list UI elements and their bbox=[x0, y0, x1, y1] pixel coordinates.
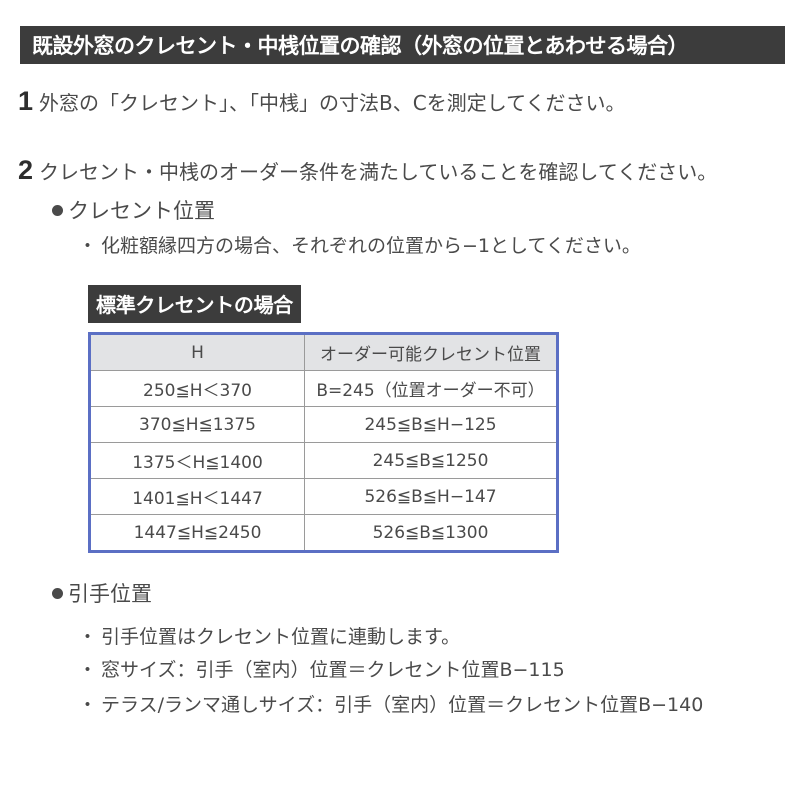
table-row: 250≦H＜370 B=245（位置オーダー不可） bbox=[89, 370, 558, 407]
filled-circle-icon bbox=[52, 204, 63, 216]
cell-orderable-position: 526≦B≦1300 bbox=[304, 514, 558, 552]
crescent-position-table: H オーダー可能クレセント位置 250≦H＜370 B=245（位置オーダー不可… bbox=[88, 332, 559, 553]
bullet-marker-icon: ・ bbox=[78, 626, 98, 648]
bullet-handle-position: 引手位置 bbox=[52, 578, 152, 608]
bullet-label: 引手位置 bbox=[68, 582, 152, 606]
bullet-marker-icon: ・ bbox=[78, 694, 98, 716]
bullet-marker-icon: ・ bbox=[78, 659, 98, 681]
column-header-orderable-position: オーダー可能クレセント位置 bbox=[304, 333, 558, 371]
cell-orderable-position: 526≦B≦H−147 bbox=[304, 478, 558, 515]
note-handle-linked: ・ 引手位置はクレセント位置に連動します。 bbox=[78, 622, 460, 649]
step-item-2: 2 クレセント・中桟のオーダー条件を満たしていることを確認してください。 bbox=[18, 155, 718, 185]
page-title: 既設外窓のクレセント・中桟位置の確認（外窓の位置とあわせる場合） bbox=[32, 34, 689, 58]
step-number: 2 bbox=[18, 155, 34, 185]
step-number: 1 bbox=[18, 86, 34, 116]
column-header-h: H bbox=[89, 333, 305, 371]
cell-h-range: 370≦H≦1375 bbox=[89, 406, 305, 443]
bullet-label: クレセント位置 bbox=[68, 199, 215, 223]
step-text: クレセント・中桟のオーダー条件を満たしていることを確認してください。 bbox=[39, 160, 718, 184]
bullet-marker-icon: ・ bbox=[78, 235, 98, 257]
cell-h-range: 1401≦H＜1447 bbox=[89, 478, 305, 515]
cell-h-range: 1447≦H≦2450 bbox=[89, 514, 305, 552]
note-window-size: ・ 窓サイズ：引手（室内）位置＝クレセント位置B−115 bbox=[78, 655, 565, 682]
page-title-bar: 既設外窓のクレセント・中桟位置の確認（外窓の位置とあわせる場合） bbox=[20, 26, 785, 64]
step-text: 外窓の「クレセント」、「中桟」の寸法B、Cを測定してください。 bbox=[39, 91, 626, 115]
bullet-crescent-position: クレセント位置 bbox=[52, 195, 215, 225]
table-row: 1401≦H＜1447 526≦B≦H−147 bbox=[89, 478, 558, 515]
table-header-row: H オーダー可能クレセント位置 bbox=[89, 333, 558, 371]
note-text: テラス/ランマ通しサイズ：引手（室内）位置＝クレセント位置B−140 bbox=[101, 694, 704, 716]
cell-orderable-position: 245≦B≦1250 bbox=[304, 442, 558, 479]
note-text: 窓サイズ：引手（室内）位置＝クレセント位置B−115 bbox=[101, 659, 565, 681]
cell-orderable-position: 245≦B≦H−125 bbox=[304, 406, 558, 443]
note-terrace-size: ・ テラス/ランマ通しサイズ：引手（室内）位置＝クレセント位置B−140 bbox=[78, 690, 703, 717]
table-row: 1375＜H≦1400 245≦B≦1250 bbox=[89, 442, 558, 479]
table-row: 370≦H≦1375 245≦B≦H−125 bbox=[89, 406, 558, 443]
step-item-1: 1 外窓の「クレセント」、「中桟」の寸法B、Cを測定してください。 bbox=[18, 86, 626, 116]
cell-h-range: 250≦H＜370 bbox=[89, 370, 305, 407]
table-caption-badge: 標準クレセントの場合 bbox=[88, 285, 301, 323]
cell-orderable-position: B=245（位置オーダー不可） bbox=[304, 370, 558, 407]
cell-h-range: 1375＜H≦1400 bbox=[89, 442, 305, 479]
note-text: 化粧額縁四方の場合、それぞれの位置から−1としてください。 bbox=[101, 235, 641, 257]
filled-circle-icon bbox=[52, 587, 63, 599]
table-row: 1447≦H≦2450 526≦B≦1300 bbox=[89, 514, 558, 552]
note-text: 引手位置はクレセント位置に連動します。 bbox=[101, 626, 461, 648]
note-kesho-gakubuchi: ・ 化粧額縁四方の場合、それぞれの位置から−1としてください。 bbox=[78, 231, 641, 258]
